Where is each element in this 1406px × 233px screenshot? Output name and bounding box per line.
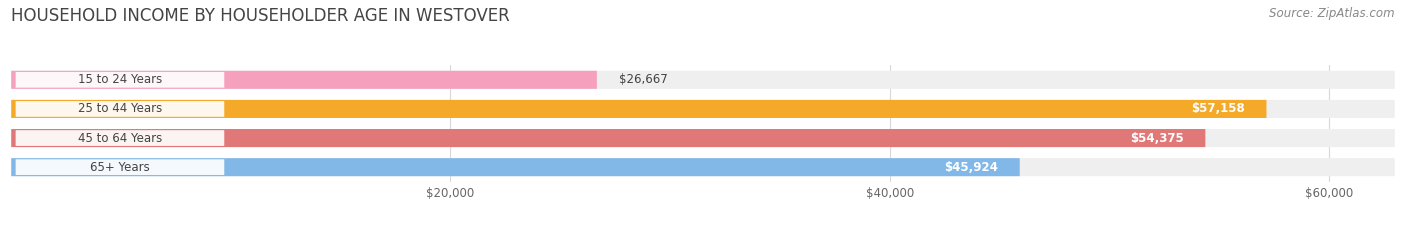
Text: $54,375: $54,375 (1129, 132, 1184, 144)
Text: $26,667: $26,667 (619, 73, 668, 86)
FancyBboxPatch shape (15, 72, 225, 88)
Text: 65+ Years: 65+ Years (90, 161, 150, 174)
FancyBboxPatch shape (15, 130, 225, 146)
Text: Source: ZipAtlas.com: Source: ZipAtlas.com (1270, 7, 1395, 20)
FancyBboxPatch shape (11, 100, 1395, 118)
FancyBboxPatch shape (15, 101, 225, 117)
FancyBboxPatch shape (11, 158, 1019, 176)
Text: HOUSEHOLD INCOME BY HOUSEHOLDER AGE IN WESTOVER: HOUSEHOLD INCOME BY HOUSEHOLDER AGE IN W… (11, 7, 510, 25)
Text: 25 to 44 Years: 25 to 44 Years (77, 103, 162, 115)
Text: 15 to 24 Years: 15 to 24 Years (77, 73, 162, 86)
FancyBboxPatch shape (11, 158, 1395, 176)
FancyBboxPatch shape (15, 159, 225, 175)
Text: 45 to 64 Years: 45 to 64 Years (77, 132, 162, 144)
FancyBboxPatch shape (11, 71, 1395, 89)
FancyBboxPatch shape (11, 129, 1395, 147)
FancyBboxPatch shape (11, 100, 1267, 118)
Text: $57,158: $57,158 (1191, 103, 1244, 115)
Text: $45,924: $45,924 (943, 161, 998, 174)
FancyBboxPatch shape (11, 71, 598, 89)
FancyBboxPatch shape (11, 129, 1205, 147)
